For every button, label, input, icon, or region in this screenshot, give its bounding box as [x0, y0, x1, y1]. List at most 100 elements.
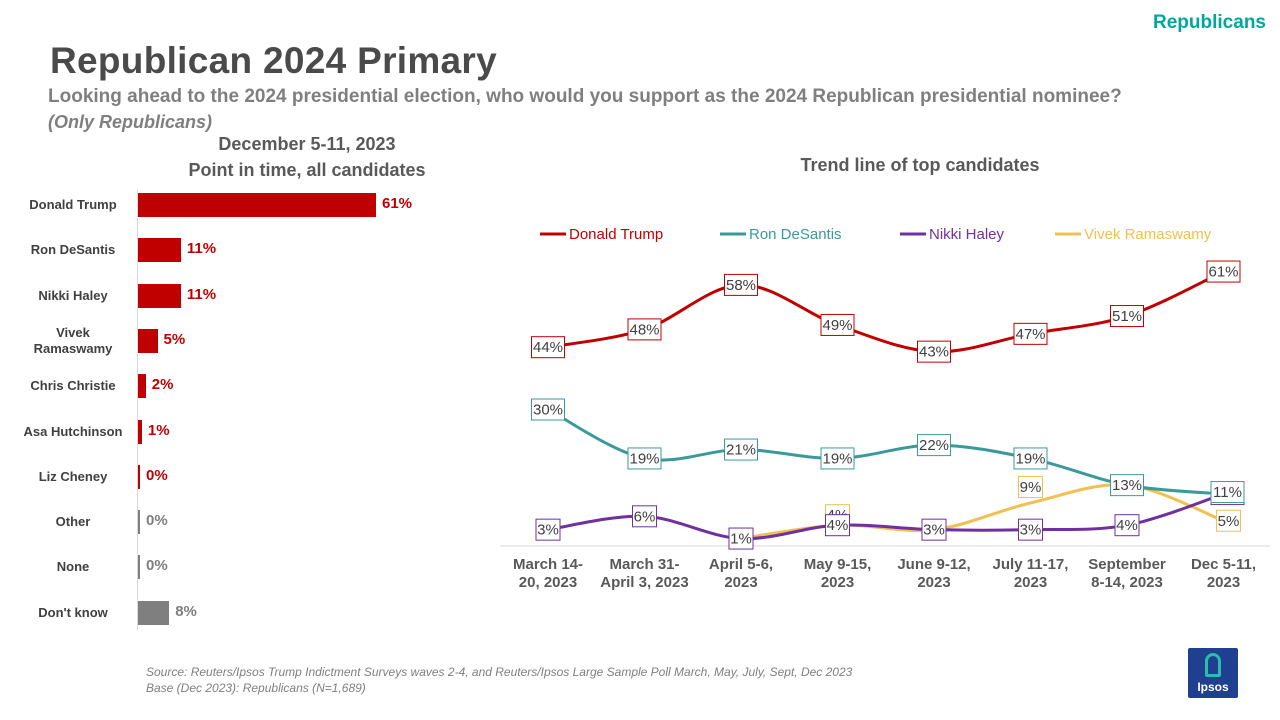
survey-question: Looking ahead to the 2024 presidential e… — [48, 86, 1122, 107]
data-label: 5% — [1218, 513, 1240, 530]
data-label: 48% — [629, 321, 659, 338]
page-title: Republican 2024 Primary — [50, 40, 497, 81]
data-label: 21% — [726, 442, 756, 459]
data-label-box — [531, 398, 565, 421]
data-label-box — [921, 518, 947, 541]
data-label-box — [917, 434, 951, 457]
data-label: 4% — [1116, 517, 1138, 534]
x-tick-label: May 9-15, 2023 — [804, 556, 872, 591]
bar-category-label: Asa Hutchinson — [23, 423, 123, 439]
bar-chart-subtitle: Point in time, all candidates — [188, 160, 426, 180]
x-tick-label: Dec 5-11, 2023 — [1191, 556, 1256, 591]
data-label: 19% — [822, 450, 852, 467]
data-label: 13% — [1112, 477, 1142, 494]
data-label-box — [1110, 305, 1144, 328]
bar — [138, 555, 140, 580]
bar-row: Chris Christie 2% — [0, 364, 480, 408]
x-tick-label: March 31-April 3, 2023 — [600, 556, 688, 591]
section-tag: Republicans — [1153, 12, 1266, 33]
bar-row: Liz Cheney 0% — [0, 455, 480, 499]
data-label: 4% — [827, 517, 849, 534]
data-label: 47% — [1015, 326, 1045, 343]
data-label: 3% — [923, 522, 945, 539]
bar-row: Donald Trump 61% — [0, 183, 480, 227]
bar-category-label: Donald Trump — [29, 197, 117, 212]
data-label: 30% — [533, 402, 563, 419]
bar-row: Vivek Ramaswamy 5% — [0, 319, 480, 363]
data-label-box — [1013, 322, 1048, 345]
data-label-box — [724, 438, 758, 461]
data-label: 3% — [537, 522, 559, 539]
bar-category-label: Chris Christie — [30, 378, 116, 394]
bar-row: Other 0% — [0, 500, 480, 544]
x-tick-label: March 14-20, 2023 — [513, 556, 583, 591]
bar-row: Nikki Haley 11% — [0, 274, 480, 318]
data-label: 22% — [919, 437, 949, 454]
source-note: Source: Reuters/Ipsos Trump Indictment S… — [146, 664, 852, 696]
data-label-box — [825, 514, 850, 537]
ipsos-logo-text: Ipsos — [1197, 680, 1229, 694]
data-label-box — [535, 518, 561, 541]
bar-row: Asa Hutchinson 1% — [0, 410, 480, 454]
data-label: 1% — [730, 531, 752, 548]
bar-category-label: Vivek Ramaswamy — [33, 324, 113, 356]
data-label-box — [1110, 474, 1144, 497]
data-label: 43% — [919, 344, 949, 361]
data-label: 19% — [629, 450, 659, 467]
data-label: 44% — [533, 339, 563, 356]
data-label-box — [531, 336, 565, 359]
bar-value-label: 0% — [146, 512, 168, 530]
data-label-box — [1210, 481, 1245, 504]
bar — [138, 510, 140, 535]
bar — [138, 328, 158, 353]
bar-value-label: 2% — [151, 376, 174, 394]
bar — [138, 283, 181, 308]
bar-value-label: 0% — [146, 466, 168, 484]
bar-chart-axis — [137, 190, 138, 630]
x-tick-label: April 5-6, 2023 — [709, 556, 773, 591]
data-label: 3% — [1020, 522, 1042, 539]
data-label: 49% — [822, 317, 852, 334]
data-label-box — [724, 273, 758, 296]
data-label: 19% — [1015, 450, 1045, 467]
bar-category-label: Liz Cheney — [38, 468, 108, 484]
data-label-box — [1114, 514, 1140, 537]
legend-label: Vivek Ramaswamy — [1084, 226, 1212, 243]
bar — [138, 374, 146, 399]
data-label: 58% — [726, 277, 756, 294]
bar-value-label: 11% — [186, 240, 217, 258]
bar-category-label: Other — [55, 514, 91, 530]
data-label-box — [917, 340, 951, 363]
data-label-box — [1013, 447, 1048, 470]
data-label-box — [627, 318, 662, 341]
data-label-box — [632, 505, 657, 528]
source-text: Source: Reuters/Ipsos Trump Indictment S… — [146, 665, 853, 679]
bar — [138, 419, 142, 444]
data-label-box — [820, 447, 855, 470]
legend-label: Nikki Haley — [929, 226, 1005, 243]
ipsos-logo: Ipsos — [1188, 648, 1238, 698]
bar-value-label: 61% — [382, 195, 413, 212]
bar-category-label: None — [56, 559, 90, 575]
bar — [138, 464, 140, 489]
legend-label: Ron DeSantis — [749, 226, 842, 243]
bar-value-label: 11% — [186, 285, 217, 303]
bar-value-label: 8% — [175, 602, 197, 620]
base-text: Base (Dec 2023): Republicans (N=1,689) — [146, 681, 366, 695]
data-label-box — [1216, 509, 1241, 532]
line-chart-title: Trend line of top candidates — [800, 155, 1040, 175]
x-tick-label: July 11-17, 2023 — [993, 556, 1069, 591]
bar-value-label: 1% — [147, 421, 170, 439]
bar-chart-date: December 5-11, 2023 — [218, 134, 396, 154]
bar-value-label: 5% — [163, 330, 186, 348]
data-label: 61% — [1208, 264, 1238, 281]
bar-row: Don't know 8% — [0, 591, 480, 635]
bar — [138, 238, 181, 263]
data-label: 11% — [1213, 484, 1242, 501]
x-tick-label: June 9-12, 2023 — [897, 556, 970, 591]
ipsos-logo-mark — [1205, 653, 1221, 677]
data-label-box — [1018, 475, 1043, 498]
line-chart: March 14-20, 2023 March 31-April 3, 2023 A… — [500, 226, 1270, 591]
data-label-box — [627, 447, 662, 470]
x-tick-label: September 8-14, 2023 — [1088, 556, 1166, 591]
